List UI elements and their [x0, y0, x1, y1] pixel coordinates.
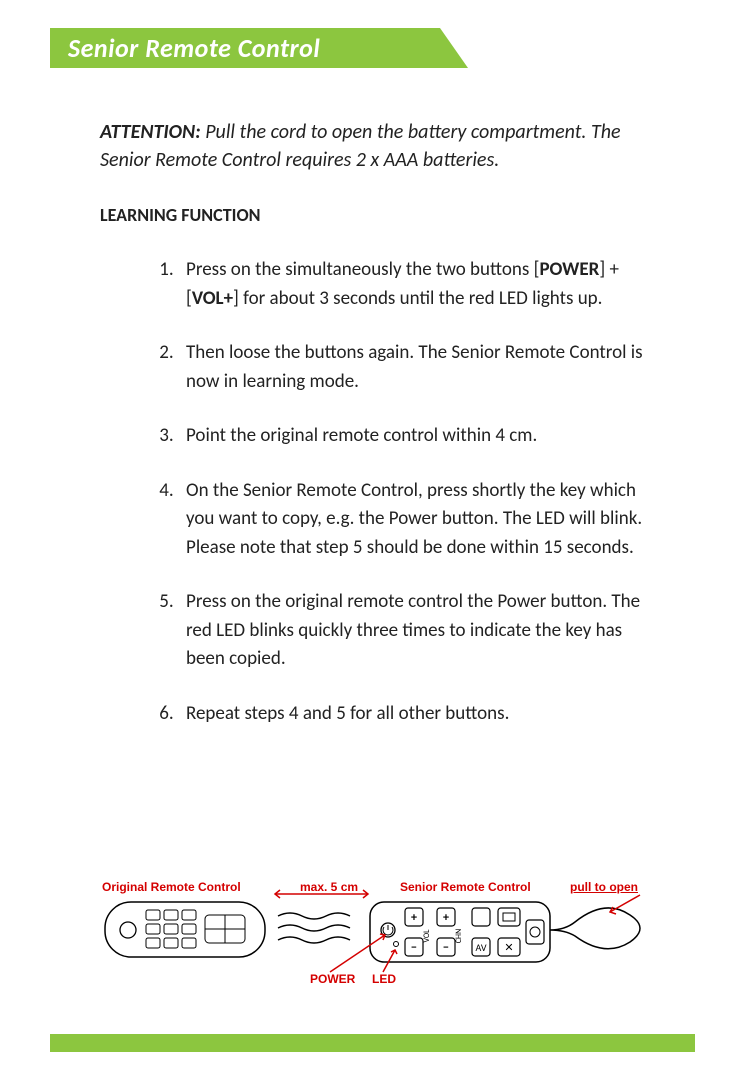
svg-text:+: + [443, 911, 449, 925]
svg-text:+: + [411, 911, 417, 925]
svg-text:✕: ✕ [504, 941, 513, 954]
svg-text:AV: AV [475, 941, 486, 954]
attention-note: ATTENTION: Pull the cord to open the bat… [100, 118, 655, 174]
header-bar: Senior Remote Control [50, 28, 440, 68]
svg-text:−: − [411, 941, 417, 955]
section-title: LEARNING FUNCTION [100, 204, 655, 226]
svg-text:−: − [443, 941, 449, 955]
step-1: Press on the simultaneously the two butt… [178, 256, 655, 313]
diagram: Original Remote Control max. 5 cm Senior… [100, 880, 660, 1000]
step-3: Point the original remote control within… [178, 422, 655, 451]
svg-text:CHN: CHN [454, 929, 464, 943]
step-4: On the Senior Remote Control, press shor… [178, 477, 655, 563]
step-2: Then loose the buttons again. The Senior… [178, 339, 655, 396]
svg-text:VOL: VOL [422, 929, 432, 943]
footer-bar [50, 1034, 695, 1052]
steps-list: Press on the simultaneously the two butt… [100, 256, 655, 728]
step-6: Repeat steps 4 and 5 for all other butto… [178, 700, 655, 729]
step-5: Press on the original remote control the… [178, 588, 655, 674]
page-title: Senior Remote Control [68, 32, 320, 64]
attention-label: ATTENTION: [100, 120, 201, 144]
content-area: ATTENTION: Pull the cord to open the bat… [100, 118, 655, 754]
diagram-svg: + − VOL + − CHN AV ✕ [100, 880, 660, 1000]
